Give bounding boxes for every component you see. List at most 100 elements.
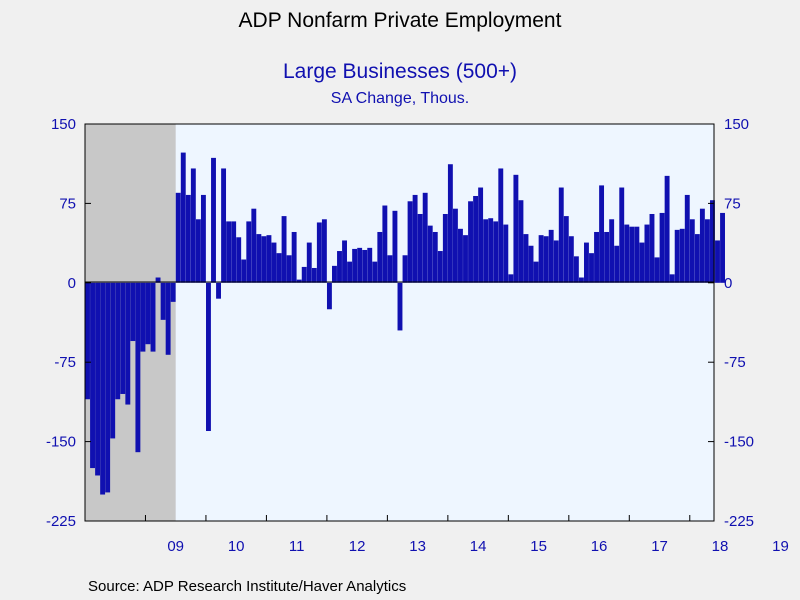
bar: [236, 237, 242, 283]
bar: [427, 225, 433, 283]
source-note: Source: ADP Research Institute/Haver Ana…: [88, 578, 407, 595]
x-tick-label: 10: [228, 538, 245, 555]
y-tick-label-left: -225: [46, 513, 76, 530]
bar: [125, 282, 131, 405]
y-tick-label-right: -225: [724, 513, 754, 530]
bar: [513, 174, 519, 283]
x-tick-label: 14: [470, 538, 487, 555]
bar: [387, 255, 393, 283]
bar: [332, 265, 337, 283]
bar: [140, 282, 146, 352]
bar: [619, 187, 625, 283]
bar: [337, 251, 342, 283]
y-tick-label-left: -75: [54, 354, 76, 371]
bar: [669, 274, 675, 283]
bar: [437, 251, 443, 283]
bar: [352, 248, 358, 283]
bar: [110, 282, 116, 439]
bar: [105, 282, 111, 493]
y-tick-label-right: 0: [724, 275, 732, 292]
bar: [422, 192, 428, 283]
bar: [528, 245, 534, 283]
x-tick-label: 19: [772, 538, 789, 555]
bar: [246, 221, 252, 283]
bar: [488, 218, 494, 283]
bar: [710, 200, 715, 283]
bar: [296, 279, 302, 283]
x-tick-label: 16: [591, 538, 608, 555]
bar: [417, 213, 423, 283]
y-tick-label-left: 150: [51, 116, 76, 133]
bar: [180, 152, 186, 283]
bar: [170, 282, 176, 302]
bar: [478, 187, 484, 283]
bar: [599, 185, 605, 283]
y-tick-label-right: 150: [724, 116, 749, 133]
bar: [120, 282, 126, 394]
bar: [211, 157, 216, 283]
bar: [130, 282, 136, 342]
bar: [397, 282, 403, 331]
bar: [226, 221, 232, 283]
bar: [720, 212, 725, 283]
bar: [185, 194, 191, 283]
bar: [543, 236, 549, 283]
bar: [523, 234, 529, 283]
bar: [704, 219, 710, 283]
bar: [216, 282, 221, 299]
bar: [85, 282, 90, 400]
bar: [568, 236, 574, 283]
bar: [90, 282, 95, 469]
bar: [659, 212, 665, 283]
bar: [321, 219, 327, 283]
bar: [689, 219, 695, 283]
bar: [609, 219, 615, 283]
bar: [589, 253, 594, 283]
bar: [503, 224, 509, 283]
bar: [563, 216, 569, 283]
bar: [604, 231, 610, 283]
recession-band: [85, 124, 176, 521]
bar: [165, 282, 171, 355]
bar: [548, 229, 554, 283]
bar: [458, 228, 463, 283]
bar: [584, 242, 589, 283]
y-tick-label-left: 75: [59, 195, 76, 212]
bar: [699, 208, 705, 283]
bar: [271, 242, 277, 283]
x-tick-label: 13: [409, 538, 426, 555]
bar: [664, 175, 670, 283]
bar: [432, 231, 438, 283]
chart-units: SA Change, Thous.: [330, 90, 470, 107]
bar: [200, 194, 206, 283]
x-tick-label: 17: [651, 538, 668, 555]
bar: [135, 282, 141, 453]
bar: [291, 231, 297, 283]
bar: [347, 261, 353, 283]
bar: [155, 277, 161, 283]
bar: [578, 277, 584, 283]
bar: [407, 201, 413, 283]
bar: [473, 195, 479, 283]
y-axes: 150 150 75 75 0 0 -75 -75 -150 -150 -225 -225: [46, 116, 754, 530]
bar: [357, 247, 363, 283]
y-tick-label-left: 0: [68, 275, 76, 292]
bar: [316, 222, 322, 283]
bar: [100, 282, 106, 495]
bar: [639, 242, 645, 283]
bar: [221, 168, 227, 283]
bar: [402, 255, 408, 283]
bar: [553, 240, 559, 283]
bar: [533, 261, 539, 283]
bar: [654, 257, 660, 283]
bar: [241, 259, 247, 283]
bar: [483, 219, 489, 283]
bar: [382, 205, 388, 283]
bar: [372, 261, 378, 283]
y-tick-label-right: -75: [724, 354, 746, 371]
bar: [115, 282, 121, 400]
bar: [261, 236, 267, 283]
chart-subtitle: Large Businesses (500+): [282, 60, 518, 83]
bar: [286, 255, 292, 283]
